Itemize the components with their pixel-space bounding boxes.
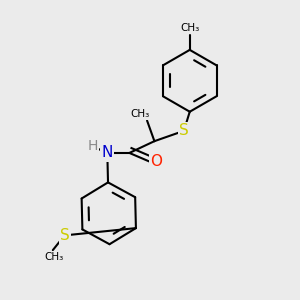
- Text: S: S: [179, 123, 189, 138]
- Text: H: H: [87, 139, 98, 153]
- Text: CH₃: CH₃: [180, 23, 200, 33]
- Text: S: S: [60, 228, 70, 243]
- Text: CH₃: CH₃: [45, 252, 64, 262]
- Text: CH₃: CH₃: [130, 109, 149, 119]
- Text: N: N: [102, 146, 113, 160]
- Text: O: O: [151, 154, 163, 169]
